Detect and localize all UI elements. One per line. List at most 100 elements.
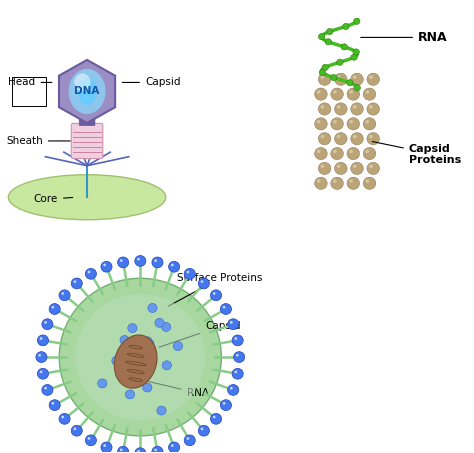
Polygon shape: [59, 60, 115, 123]
Circle shape: [59, 414, 70, 424]
Ellipse shape: [69, 69, 106, 114]
Circle shape: [101, 261, 112, 272]
Circle shape: [223, 402, 226, 405]
Text: Capsid: Capsid: [122, 77, 181, 87]
Circle shape: [223, 306, 226, 308]
Circle shape: [351, 54, 357, 60]
Circle shape: [235, 371, 237, 373]
Circle shape: [36, 352, 47, 362]
Circle shape: [354, 18, 360, 24]
Circle shape: [201, 280, 203, 283]
Circle shape: [343, 23, 349, 29]
Circle shape: [85, 269, 96, 279]
Ellipse shape: [319, 73, 331, 86]
Circle shape: [40, 337, 43, 340]
Circle shape: [135, 255, 146, 266]
Circle shape: [135, 448, 146, 453]
Ellipse shape: [349, 90, 353, 94]
Ellipse shape: [331, 88, 343, 100]
Ellipse shape: [349, 120, 353, 124]
Ellipse shape: [78, 78, 96, 105]
Text: Core: Core: [34, 194, 73, 204]
Ellipse shape: [369, 135, 373, 138]
Circle shape: [143, 337, 152, 346]
Ellipse shape: [333, 120, 337, 124]
Ellipse shape: [315, 88, 327, 100]
Ellipse shape: [365, 179, 369, 183]
Circle shape: [40, 371, 43, 373]
Circle shape: [198, 425, 210, 436]
Circle shape: [220, 304, 231, 314]
Circle shape: [128, 323, 137, 333]
Ellipse shape: [353, 135, 356, 138]
Ellipse shape: [320, 105, 324, 109]
Circle shape: [49, 400, 60, 410]
Circle shape: [213, 416, 216, 419]
Circle shape: [88, 437, 91, 440]
Circle shape: [49, 304, 60, 314]
Ellipse shape: [315, 177, 327, 189]
Circle shape: [52, 402, 54, 405]
Circle shape: [152, 446, 163, 453]
Circle shape: [232, 368, 243, 379]
Ellipse shape: [337, 105, 340, 109]
Circle shape: [210, 414, 221, 424]
Circle shape: [88, 271, 91, 273]
Circle shape: [198, 278, 210, 289]
Circle shape: [112, 356, 121, 365]
Ellipse shape: [369, 164, 373, 168]
Ellipse shape: [369, 105, 373, 109]
Ellipse shape: [353, 105, 356, 109]
Circle shape: [120, 336, 129, 345]
Circle shape: [154, 259, 157, 262]
Text: Surface Proteins: Surface Proteins: [168, 273, 263, 306]
Ellipse shape: [331, 147, 343, 160]
Circle shape: [230, 387, 233, 390]
Circle shape: [61, 292, 64, 295]
Circle shape: [162, 361, 172, 370]
Ellipse shape: [349, 179, 353, 183]
Circle shape: [325, 39, 332, 45]
Ellipse shape: [351, 133, 363, 145]
Circle shape: [148, 304, 157, 313]
Ellipse shape: [317, 90, 320, 94]
Circle shape: [101, 442, 112, 453]
Ellipse shape: [317, 149, 320, 153]
Ellipse shape: [333, 90, 337, 94]
Circle shape: [154, 448, 157, 451]
Circle shape: [98, 379, 107, 388]
Circle shape: [230, 321, 233, 324]
Ellipse shape: [347, 177, 360, 189]
Ellipse shape: [331, 118, 343, 130]
Ellipse shape: [319, 162, 331, 174]
Circle shape: [71, 278, 82, 289]
Circle shape: [353, 49, 359, 55]
Text: RNA: RNA: [134, 378, 209, 398]
Ellipse shape: [363, 147, 376, 160]
Ellipse shape: [347, 88, 360, 100]
Ellipse shape: [317, 120, 320, 124]
Circle shape: [330, 74, 337, 81]
Ellipse shape: [9, 175, 166, 220]
Circle shape: [38, 354, 41, 357]
Circle shape: [220, 400, 231, 410]
Circle shape: [228, 319, 239, 330]
Ellipse shape: [351, 73, 363, 86]
Ellipse shape: [363, 118, 376, 130]
Circle shape: [37, 368, 48, 379]
Circle shape: [327, 29, 333, 35]
Ellipse shape: [365, 149, 369, 153]
Text: Capsid: Capsid: [159, 321, 241, 347]
Circle shape: [236, 354, 239, 357]
Ellipse shape: [333, 179, 337, 183]
Circle shape: [137, 450, 140, 453]
Circle shape: [162, 323, 171, 332]
Circle shape: [201, 428, 203, 430]
Circle shape: [42, 319, 53, 330]
Ellipse shape: [351, 103, 363, 115]
Circle shape: [120, 259, 123, 262]
Circle shape: [184, 435, 195, 446]
Circle shape: [118, 257, 129, 268]
Circle shape: [319, 34, 325, 40]
Text: Head: Head: [9, 77, 52, 87]
